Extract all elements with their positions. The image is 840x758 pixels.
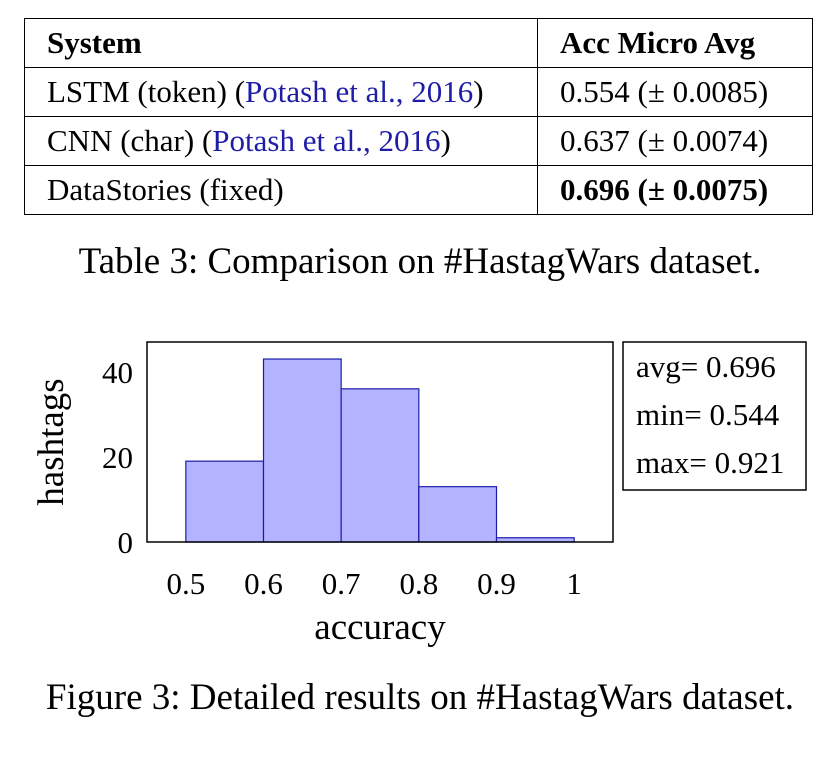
y-tick-label: 0 bbox=[118, 525, 134, 560]
system-cell: DataStories (fixed) bbox=[24, 165, 538, 215]
x-tick-label: 0.9 bbox=[477, 566, 516, 601]
system-cell: CNN (char) (Potash et al., 2016) bbox=[24, 116, 538, 166]
system-name: LSTM (token) bbox=[47, 74, 227, 109]
system-cell: LSTM (token) (Potash et al., 2016) bbox=[24, 67, 538, 117]
table-row: CNN (char) (Potash et al., 2016) 0.637 (… bbox=[24, 116, 813, 166]
y-tick-label: 20 bbox=[102, 440, 133, 475]
histogram-bar bbox=[418, 486, 498, 543]
header-acc: Acc Micro Avg bbox=[537, 18, 813, 68]
figure-caption: Figure 3: Detailed results on #HastagWar… bbox=[45, 677, 795, 718]
y-axis-label: hashtags bbox=[31, 378, 72, 505]
value-cell: 0.696 (± 0.0075) bbox=[537, 165, 813, 215]
x-tick-label: 0.6 bbox=[244, 566, 283, 601]
table-row: LSTM (token) (Potash et al., 2016) 0.554… bbox=[24, 67, 813, 117]
stat-min: min= 0.544 bbox=[636, 397, 780, 432]
y-ticks: 0 20 40 bbox=[102, 355, 133, 560]
table-caption: Table 3: Comparison on #HastagWars datas… bbox=[78, 241, 762, 282]
value-cell: 0.554 (± 0.0085) bbox=[537, 67, 813, 117]
plot-frame bbox=[146, 341, 614, 543]
x-ticks: 0.5 0.6 0.7 0.8 0.9 1 bbox=[166, 566, 581, 601]
system-name: DataStories (fixed) bbox=[47, 172, 284, 207]
x-tick-label: 1 bbox=[566, 566, 582, 601]
results-table: System Acc Micro Avg LSTM (token) (Potas… bbox=[24, 18, 813, 215]
x-tick-label: 0.8 bbox=[399, 566, 438, 601]
value-err: 0.0075 bbox=[672, 172, 758, 207]
header-system: System bbox=[24, 18, 538, 68]
histogram-chart: 0.5 0.6 0.7 0.8 0.9 1 0 20 40 accuracy hashtags… bbox=[31, 341, 807, 648]
value-paren-close: ) bbox=[757, 172, 769, 207]
stat-max: max= 0.921 bbox=[636, 445, 784, 480]
system-name: CNN (char) bbox=[47, 123, 195, 158]
citation-link[interactable]: Potash et al., 2016 bbox=[212, 123, 441, 158]
histogram-bar bbox=[185, 460, 265, 543]
bars-group bbox=[185, 358, 575, 543]
value-paren-open: (± bbox=[629, 172, 673, 207]
stats-box bbox=[622, 341, 807, 491]
citation-link[interactable]: Potash et al., 2016 bbox=[245, 74, 474, 109]
table-row: DataStories (fixed) 0.696 (± 0.0075) bbox=[24, 165, 813, 215]
x-tick-label: 0.7 bbox=[322, 566, 361, 601]
value-main: 0.696 bbox=[560, 172, 630, 207]
histogram-bar bbox=[262, 358, 342, 543]
table-header-row: System Acc Micro Avg bbox=[24, 18, 813, 68]
stat-avg: avg= 0.696 bbox=[636, 349, 776, 384]
x-tick-label: 0.5 bbox=[166, 566, 205, 601]
y-tick-label: 40 bbox=[102, 355, 133, 390]
histogram-bar bbox=[340, 388, 420, 543]
x-axis-label: accuracy bbox=[314, 607, 446, 648]
